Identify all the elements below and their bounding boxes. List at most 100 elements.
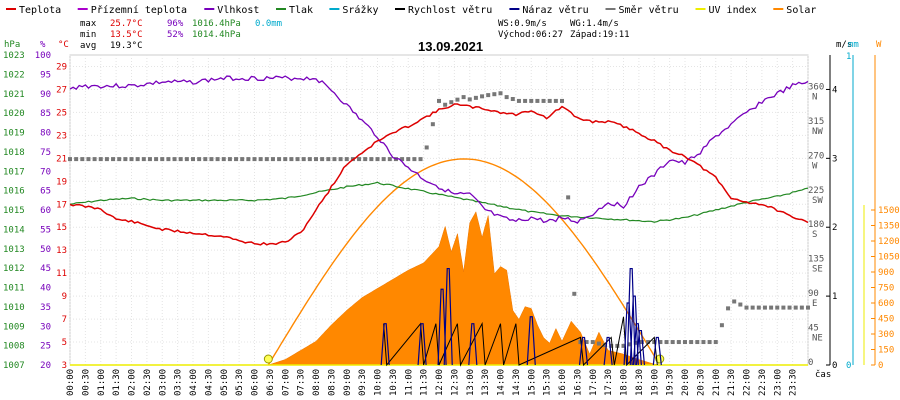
stats-value: 0.0mm (255, 19, 282, 29)
wind-gust-spike (468, 323, 478, 366)
wind-speed-line (383, 316, 658, 367)
wind-dir-point (295, 157, 300, 162)
wind-dir-point (516, 98, 521, 103)
x-tick: 02:00 (128, 369, 138, 396)
hum-tick: 40 (40, 284, 51, 294)
wind-dir-point (523, 98, 528, 103)
solar-tick: 1350 (878, 222, 900, 232)
wind-dir-point (652, 340, 657, 345)
wind-dir-point (473, 95, 478, 100)
solar-tick: 300 (878, 330, 894, 340)
rain-tick: 1 (846, 52, 851, 62)
x-tick: 21:00 (712, 369, 722, 396)
wind-dir-point (92, 157, 97, 162)
x-tick: 08:00 (312, 369, 322, 396)
press-tick: 1016 (3, 187, 25, 197)
solar-tick: 900 (878, 268, 894, 278)
wind-dir-point (215, 157, 220, 162)
temp-tick: 5 (62, 338, 67, 348)
wind-dir-point (449, 100, 454, 105)
wind-dir-point (326, 157, 331, 162)
wind-tick: 3 (832, 154, 837, 164)
wind-dir-point (553, 98, 558, 103)
press-tick: 1011 (3, 284, 25, 294)
wind-dir-point (227, 157, 232, 162)
wind-dir-point (541, 98, 546, 103)
x-tick: 22:00 (743, 369, 753, 396)
press-tick: 1021 (3, 90, 25, 100)
x-tick: 09:00 (343, 369, 353, 396)
solar-axis-unit: W (876, 40, 882, 50)
press-tick: 1023 (3, 51, 25, 61)
x-tick: 14:00 (497, 369, 507, 396)
wind-gust-spike (623, 302, 633, 366)
stats-value: 96% (167, 19, 184, 29)
wind-dir-point (111, 157, 116, 162)
x-tick: 23:30 (789, 369, 799, 396)
wind-dir-point (572, 291, 577, 296)
wind-dir-point (344, 157, 349, 162)
sunrise-stat: Východ:06:27 (498, 30, 563, 40)
x-tick: 06:30 (266, 369, 276, 396)
dir-name-tick: NE (812, 334, 823, 344)
rain-axis-unit: mm (848, 40, 859, 50)
stats-value: 25.7°C (110, 19, 143, 29)
wind-dir-point (756, 305, 761, 310)
wind-dir-point (486, 93, 491, 98)
press-tick: 1007 (3, 361, 25, 371)
press-tick: 1022 (3, 70, 25, 80)
x-tick: 04:30 (204, 369, 214, 396)
dir-name-tick: S (812, 230, 817, 240)
x-tick: 15:30 (543, 369, 553, 396)
x-tick: 20:30 (696, 369, 706, 396)
stats-value: 1016.4hPa (192, 19, 241, 29)
x-tick: 13:00 (466, 369, 476, 396)
wind-dir-point (307, 157, 312, 162)
legend-swatch (6, 8, 16, 10)
wind-gust-spike (635, 329, 646, 366)
wind-dir-point (732, 299, 737, 304)
temp-tick: 21 (56, 154, 67, 164)
wind-dir-point (719, 323, 724, 328)
dir-name-tick: N (812, 92, 817, 102)
wind-dir-point (762, 305, 767, 310)
wind-dir-point (270, 157, 275, 162)
legend-swatch (605, 8, 616, 10)
stats-value: 13.5°C (110, 30, 143, 40)
stats-value: max (80, 19, 97, 29)
wind-gust-spike (437, 288, 447, 366)
wind-dir-point (560, 98, 564, 103)
x-tick: 08:30 (327, 369, 337, 396)
x-tick: 01:30 (112, 369, 122, 396)
rain-tick: 0 (846, 361, 851, 371)
wind-dir-point (141, 157, 146, 162)
wind-dir-point (418, 157, 423, 162)
wind-dir-point (258, 157, 263, 162)
wind-dir-point (596, 341, 601, 346)
wind-gust-spike (578, 336, 589, 366)
solar-tick: 450 (878, 315, 894, 325)
legend-swatch (329, 8, 340, 10)
temp-tick: 29 (56, 62, 67, 72)
wind-dir-point (363, 157, 368, 162)
press-tick: 1014 (3, 225, 25, 235)
wind-dir-point (314, 157, 318, 162)
wind-dir-point (658, 340, 663, 345)
hum-tick: 60 (40, 206, 51, 216)
wind-dir-point (98, 157, 103, 162)
press-tick: 1009 (3, 322, 25, 332)
hum-tick: 45 (40, 264, 51, 274)
wind-dir-point (221, 157, 226, 162)
wind-dir-point (701, 340, 706, 345)
temp-tick: 25 (56, 108, 67, 118)
legend-swatch (276, 8, 286, 10)
wind-dir-point (480, 94, 485, 99)
wind-dir-point (621, 343, 626, 348)
hum-tick: 20 (40, 361, 51, 371)
wind-dir-point (646, 340, 651, 345)
dir-tick: 180 (808, 220, 824, 230)
x-tick: 16:30 (573, 369, 583, 396)
press-tick: 1020 (3, 109, 25, 119)
wind-gust-stat: WG:1.4m/s (570, 19, 619, 29)
